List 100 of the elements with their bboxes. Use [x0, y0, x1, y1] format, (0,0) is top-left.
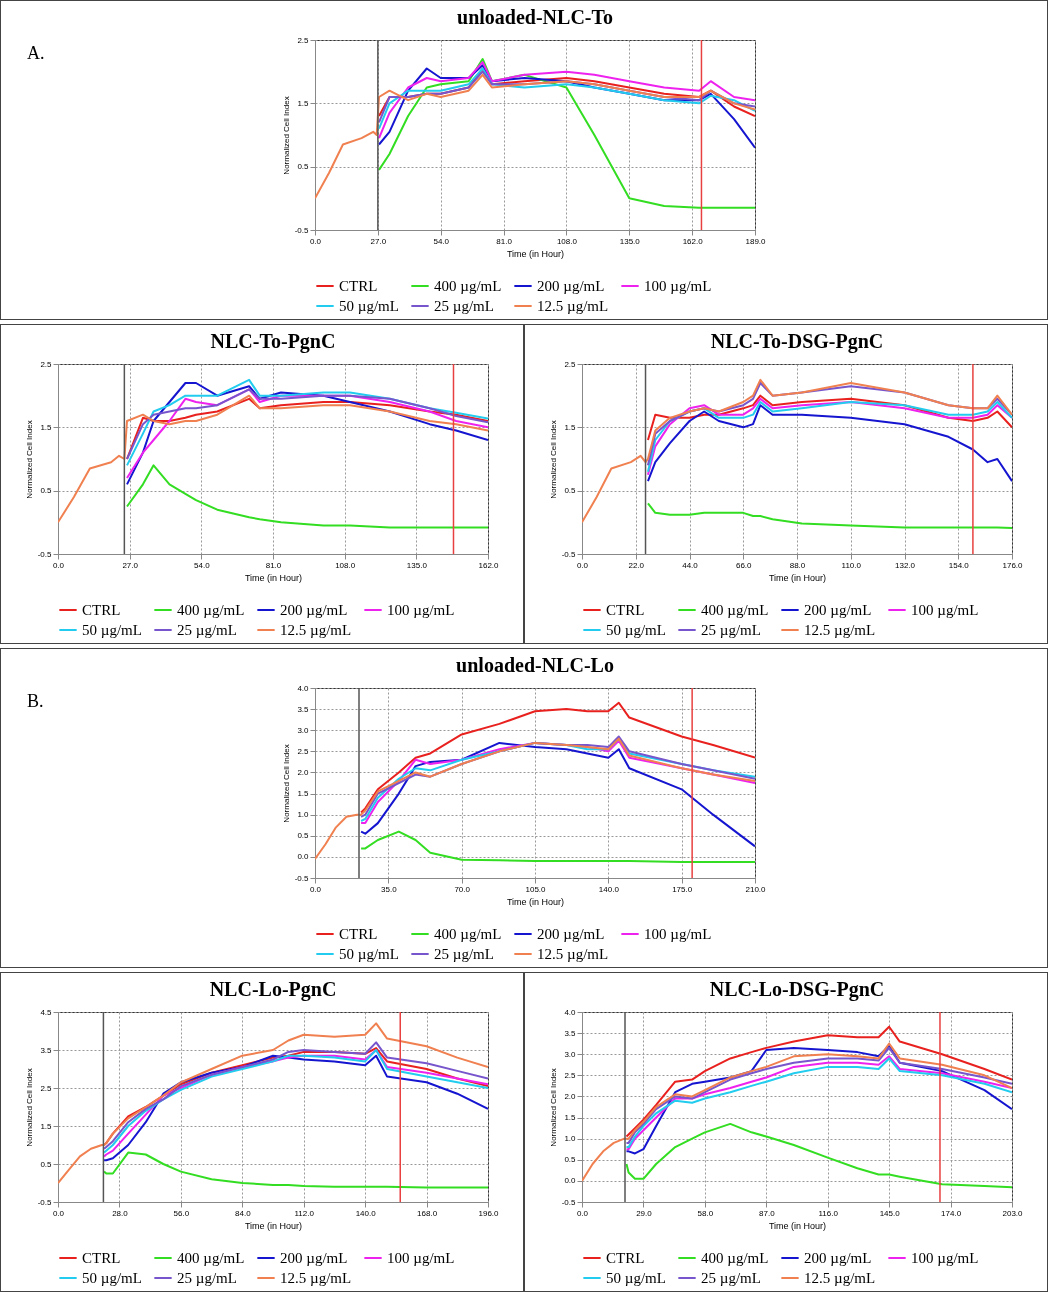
line-series: [126, 464, 488, 529]
y-tick-label: 3.0: [564, 1049, 577, 1059]
y-tick-label: 0.5: [40, 486, 53, 496]
line-series: [58, 1022, 488, 1184]
x-tick-label: 35.0: [381, 884, 398, 894]
y-tick-label: 1.5: [297, 789, 310, 799]
x-axis-title: Time (in Hour): [768, 572, 827, 583]
legend-label: 100 µg/mL: [644, 278, 712, 294]
legend-label: 12.5 µg/mL: [280, 1270, 352, 1286]
y-axis-title: Normalized Cell Index: [24, 420, 34, 499]
x-tick-label: 210.0: [745, 884, 767, 894]
y-axis-title: Normalized Cell Index: [548, 420, 558, 499]
y-tick-label: 2.5: [297, 746, 310, 756]
x-tick-label: 22.0: [628, 560, 645, 570]
y-tick-label: 2.5: [297, 35, 310, 45]
line-series: [646, 394, 1012, 441]
legend-label: 50 µg/mL: [606, 622, 666, 638]
legend-label: 200 µg/mL: [804, 1250, 872, 1266]
chart-title: NLC-Lo-DSG-PgnC: [709, 978, 885, 1001]
legend-label: 200 µg/mL: [804, 602, 872, 618]
line-series: [360, 830, 755, 863]
line-series: [378, 58, 755, 209]
x-tick-label: 108.0: [556, 236, 578, 246]
text: A.: [27, 43, 45, 64]
x-tick-label: 135.0: [619, 236, 641, 246]
y-tick-label: 2.5: [40, 1083, 53, 1093]
x-tick-label: 54.0: [433, 236, 450, 246]
legend-label: 200 µg/mL: [537, 278, 605, 294]
y-tick-label: 2.5: [564, 359, 577, 369]
legend-label: 50 µg/mL: [339, 298, 399, 314]
legend-label: 400 µg/mL: [434, 278, 502, 294]
x-tick-label: 140.0: [355, 1208, 377, 1218]
x-tick-label: 0.0: [576, 560, 589, 570]
x-tick-label: 203.0: [1002, 1208, 1024, 1218]
y-tick-label: 1.5: [564, 1113, 577, 1123]
y-tick-label: 2.0: [564, 1091, 577, 1101]
legend-label: 50 µg/mL: [82, 1270, 142, 1286]
y-tick-label: 1.5: [564, 422, 577, 432]
line-series: [126, 378, 488, 467]
x-tick-label: 112.0: [294, 1208, 315, 1218]
line-series: [315, 73, 755, 200]
legend-label: 12.5 µg/mL: [280, 622, 352, 638]
x-tick-label: 140.0: [598, 884, 620, 894]
legend-label: 12.5 µg/mL: [537, 946, 609, 962]
legend-label: 100 µg/mL: [387, 1250, 455, 1266]
y-tick-label: -0.5: [37, 1197, 53, 1207]
x-axis-title: Time (in Hour): [506, 248, 565, 259]
legend-label: 100 µg/mL: [644, 926, 712, 942]
legend-label: 400 µg/mL: [177, 602, 245, 618]
legend-label: 12.5 µg/mL: [537, 298, 609, 314]
y-tick-label: 4.5: [40, 1007, 53, 1017]
y-tick-label: 2.5: [40, 359, 53, 369]
legend-label: 25 µg/mL: [177, 622, 237, 638]
legend-label: 12.5 µg/mL: [804, 622, 876, 638]
chart-title: NLC-To-PgnC: [210, 330, 336, 353]
x-tick-label: 58.0: [697, 1208, 714, 1218]
y-tick-label: 0.0: [564, 1176, 577, 1186]
y-tick-label: 3.5: [40, 1045, 53, 1055]
x-tick-label: 66.0: [735, 560, 753, 570]
chart-title: NLC-Lo-PgnC: [209, 978, 337, 1001]
x-tick-label: 27.0: [370, 236, 387, 246]
x-tick-label: 0.0: [52, 560, 65, 570]
legend-label: 100 µg/mL: [911, 602, 979, 618]
line-series: [625, 1025, 1012, 1138]
y-axis-title: Normalized Cell Index: [24, 1068, 34, 1147]
legend-label: 100 µg/mL: [387, 602, 455, 618]
x-tick-label: 162.0: [478, 560, 500, 570]
x-tick-label: 87.0: [759, 1208, 776, 1218]
x-axis-title: Time (in Hour): [244, 572, 303, 583]
y-tick-label: 0.0: [297, 852, 310, 862]
legend-label: 50 µg/mL: [339, 946, 399, 962]
line-series: [582, 378, 1012, 524]
x-tick-label: 27.0: [122, 560, 139, 570]
legend-label: 400 µg/mL: [701, 602, 769, 618]
x-tick-label: 70.0: [454, 884, 471, 894]
x-tick-label: 0.0: [52, 1208, 65, 1218]
y-tick-label: 2.5: [564, 1070, 577, 1080]
line-series: [58, 394, 488, 524]
y-tick-label: 3.0: [297, 725, 310, 735]
y-tick-label: 2.0: [297, 767, 310, 777]
x-tick-label: 0.0: [576, 1208, 589, 1218]
legend-label: 25 µg/mL: [701, 622, 761, 638]
x-tick-label: 0.0: [309, 236, 322, 246]
line-series: [625, 1122, 1012, 1189]
x-tick-label: 44.0: [682, 560, 699, 570]
line-series: [360, 741, 755, 848]
y-tick-label: 0.5: [297, 831, 310, 841]
x-axis-title: Time (in Hour): [506, 896, 565, 907]
y-tick-label: 4.0: [564, 1007, 577, 1017]
y-tick-label: 1.5: [40, 1121, 53, 1131]
legend-label: 50 µg/mL: [82, 622, 142, 638]
legend-label: 25 µg/mL: [434, 298, 494, 314]
x-tick-label: 145.0: [879, 1208, 901, 1218]
x-tick-label: 105.0: [525, 884, 547, 894]
legend-label: 25 µg/mL: [701, 1270, 761, 1286]
y-tick-label: -0.5: [294, 225, 310, 235]
x-tick-label: 84.0: [235, 1208, 252, 1218]
x-tick-label: 54.0: [194, 560, 211, 570]
line-series: [103, 1151, 488, 1189]
chart-title: NLC-To-DSG-PgnC: [710, 330, 884, 353]
